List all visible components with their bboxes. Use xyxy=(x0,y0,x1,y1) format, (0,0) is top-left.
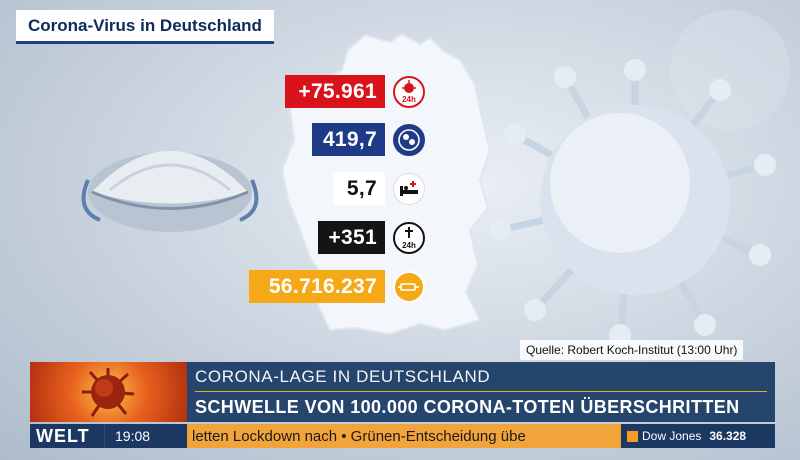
coronavirus-thumbnail xyxy=(30,362,187,422)
virus-background-icon xyxy=(670,10,790,130)
virus-24h-icon: 24h xyxy=(393,75,425,108)
svg-text:24h: 24h xyxy=(402,95,416,104)
virus-thumbnail-icon xyxy=(82,368,135,417)
source-caption: Quelle: Robert Koch-Institut (13:00 Uhr) xyxy=(520,340,744,360)
headline-kicker: CORONA-LAGE IN DEUTSCHLAND xyxy=(195,367,491,386)
headline-panel: CORONA-LAGE IN DEUTSCHLAND SCHWELLE VON … xyxy=(187,362,775,422)
virus-globe-icon xyxy=(393,123,425,156)
stat-incidence: 419,7 xyxy=(312,123,425,156)
stat-deaths: +351 24h xyxy=(318,221,425,254)
market-ticker: Dow Jones 36.328 xyxy=(621,424,775,448)
hospital-bed-icon xyxy=(393,172,425,205)
face-mask-icon xyxy=(81,151,259,232)
ticker-bar: WELT 19:08 letten Lockdown nach • Grünen… xyxy=(30,424,775,448)
channel-logo: WELT xyxy=(30,424,104,448)
stat-new-cases: +75.961 24h xyxy=(285,75,425,108)
cross-24h-icon: 24h xyxy=(393,221,425,254)
stat-vaccinated-value: 56.716.237 xyxy=(249,270,385,303)
headline-divider xyxy=(195,391,767,392)
market-square-icon xyxy=(627,430,638,442)
coronavirus-illustration xyxy=(490,59,776,345)
vaccine-syringe-icon xyxy=(393,270,425,303)
stat-hospitalization-value: 5,7 xyxy=(333,172,385,205)
headline-main: SCHWELLE VON 100.000 CORONA-TOTEN ÜBERSC… xyxy=(195,396,740,417)
stat-hospitalization: 5,7 xyxy=(333,172,425,205)
lower-third: CORONA-LAGE IN DEUTSCHLAND SCHWELLE VON … xyxy=(30,362,775,422)
news-crawl: letten Lockdown nach • Grünen-Entscheidu… xyxy=(187,424,621,448)
stat-vaccinated: 56.716.237 xyxy=(249,270,425,303)
market-value: 36.328 xyxy=(709,429,747,443)
svg-text:24h: 24h xyxy=(402,241,416,250)
broadcast-clock: 19:08 xyxy=(104,424,187,448)
stat-new-cases-value: +75.961 xyxy=(285,75,385,108)
germany-map xyxy=(280,32,492,336)
stat-incidence-value: 419,7 xyxy=(312,123,385,156)
stat-deaths-value: +351 xyxy=(318,221,385,254)
page-title: Corona-Virus in Deutschland xyxy=(16,10,274,44)
market-name: Dow Jones xyxy=(642,429,702,443)
